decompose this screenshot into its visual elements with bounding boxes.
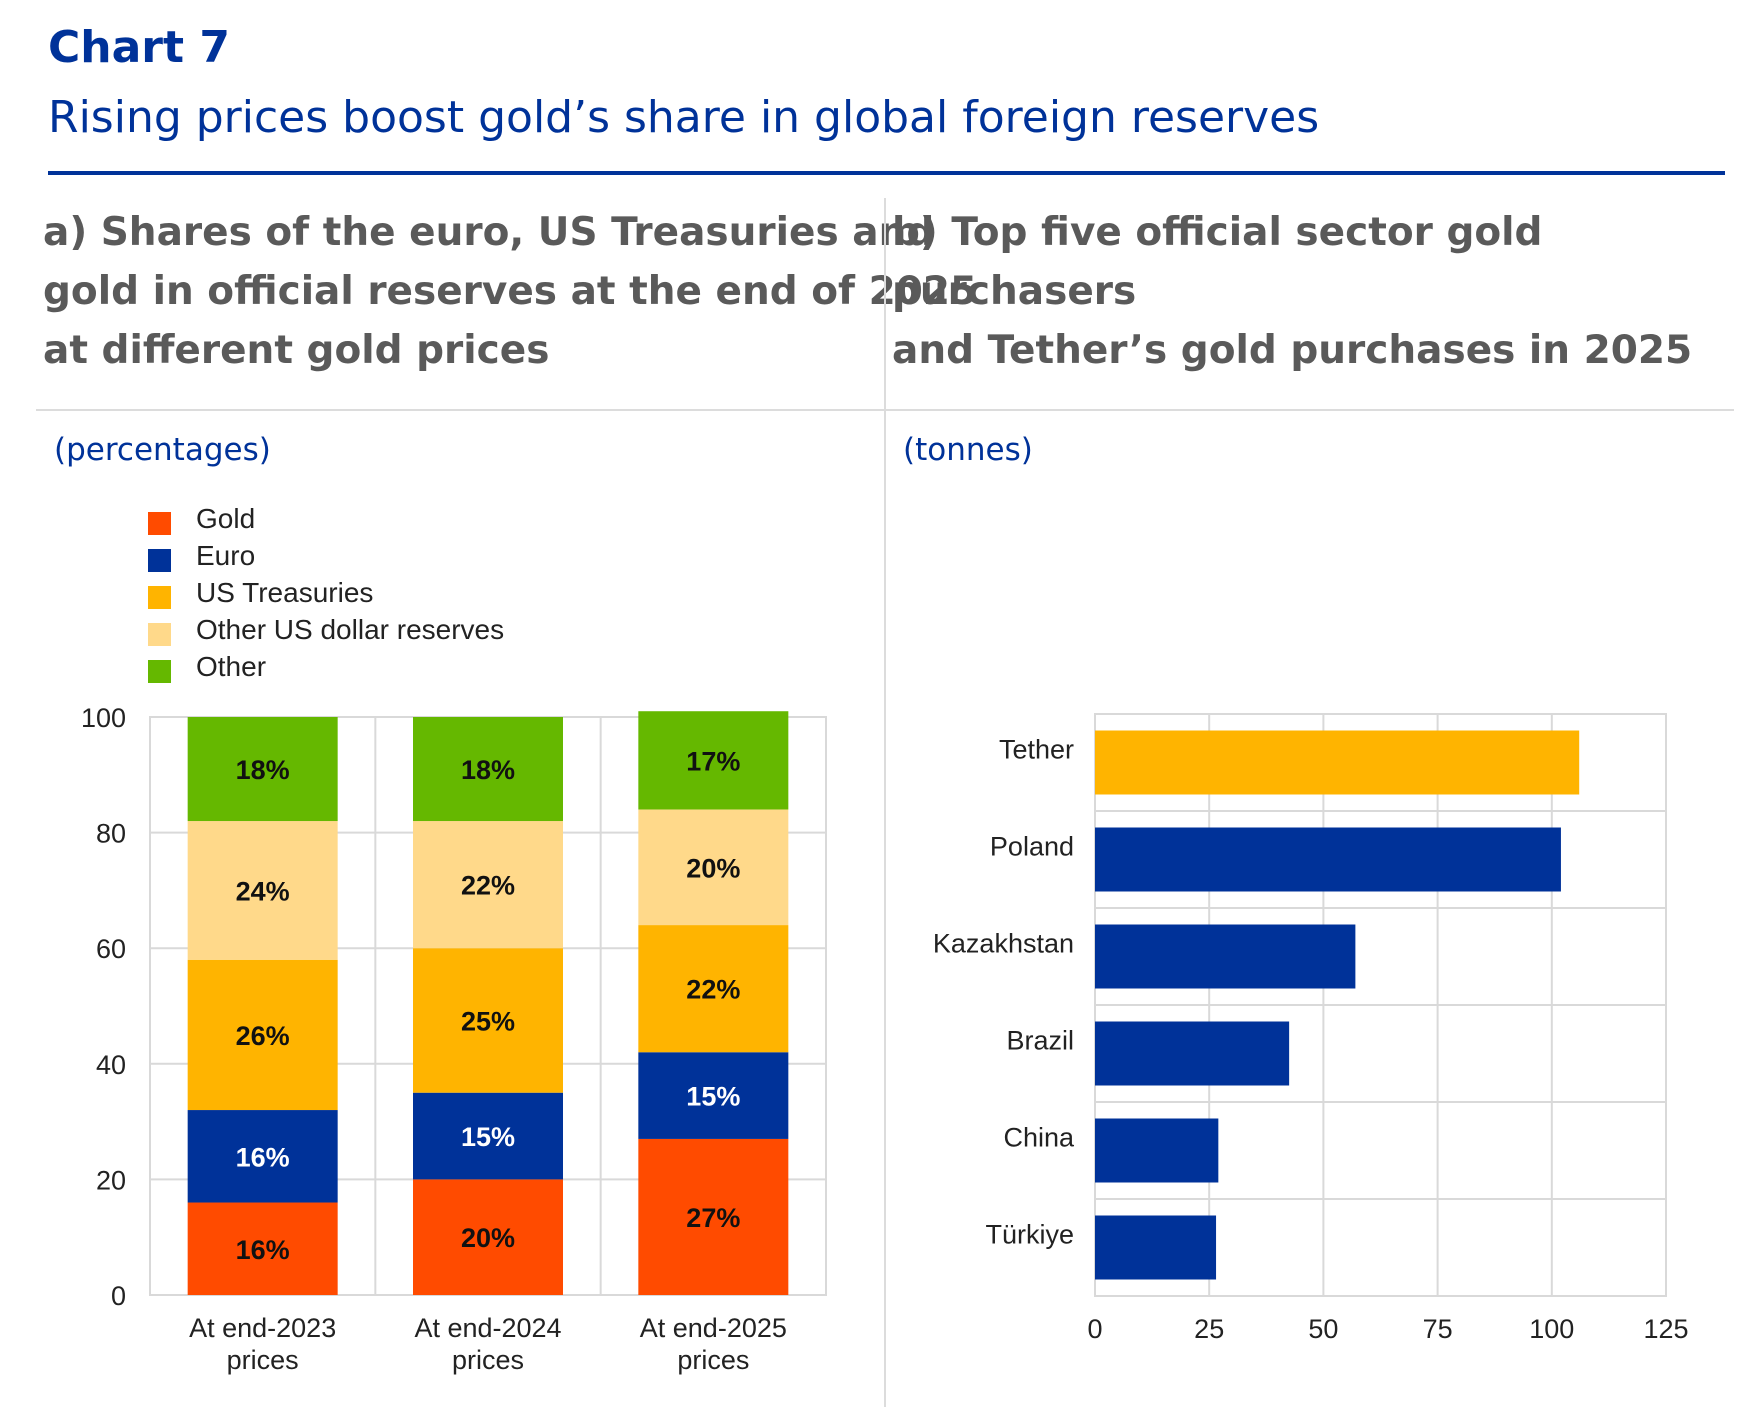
bar-segment — [187, 959, 338, 1111]
data-label: 26% — [236, 1021, 290, 1051]
data-label: 24% — [236, 876, 290, 906]
data-label: 22% — [686, 975, 740, 1005]
x-tick-label: 50 — [1308, 1314, 1338, 1344]
legend-swatch — [148, 660, 171, 683]
category-label: Poland — [990, 832, 1074, 862]
panel-b-divider — [886, 409, 1734, 411]
panel-b-title-line: and Tether’s gold purchases in 2025 — [892, 328, 1693, 373]
bar — [1095, 1021, 1290, 1086]
bar-segment — [413, 948, 563, 1093]
panel-divider-vertical — [884, 198, 886, 1407]
x-tick-label: prices — [227, 1345, 299, 1375]
panel-a-unit: (percentages) — [54, 432, 271, 468]
x-tick-label: 100 — [1529, 1314, 1574, 1344]
legend-label: US Treasuries — [196, 577, 374, 608]
x-tick-label: 0 — [1087, 1314, 1102, 1344]
data-label: 18% — [236, 755, 290, 785]
bar-segment — [187, 1202, 338, 1295]
legend-swatch — [148, 586, 171, 609]
horizontal-bar-chart: 0 25 50 75 100 125 Tether Poland Kazakhstan Brazi… — [933, 713, 1689, 1344]
data-label: 20% — [461, 1223, 515, 1253]
bar — [1095, 1215, 1217, 1280]
y-tick-label: 0 — [111, 1281, 126, 1311]
bar-segment — [413, 1179, 563, 1295]
category-label: Kazakhstan — [933, 929, 1074, 959]
panel-a-title-line: gold in official reserves at the end of … — [43, 269, 978, 314]
category-label: China — [1003, 1123, 1075, 1153]
data-label: 22% — [461, 871, 515, 901]
category-label: Brazil — [1006, 1026, 1074, 1056]
x-tick-label: At end-2023 — [189, 1313, 336, 1343]
legend-label: Gold — [196, 503, 256, 534]
x-tick-label: prices — [452, 1345, 524, 1375]
panel-b-title: b) Top five official sector gold purchas… — [892, 203, 1745, 380]
x-tick-label: 25 — [1194, 1314, 1224, 1344]
bar-segment — [187, 1110, 338, 1203]
bar-segment — [187, 821, 338, 960]
data-label: 15% — [461, 1122, 515, 1152]
x-tick-label: At end-2024 — [414, 1313, 561, 1343]
x-tick-label: At end-2025 — [640, 1313, 787, 1343]
y-tick-label: 100 — [81, 703, 126, 733]
legend-swatch — [148, 549, 171, 572]
data-label: 20% — [686, 853, 740, 883]
bar-segment — [638, 1052, 789, 1139]
x-tick-label: 75 — [1423, 1314, 1453, 1344]
bar-segment — [413, 1092, 563, 1180]
bar-segment — [638, 809, 789, 926]
data-label: 16% — [236, 1235, 290, 1265]
data-label: 18% — [461, 755, 515, 785]
panel-a-title-line: a) Shares of the euro, US Treasuries and — [43, 210, 935, 255]
panel-b-unit: (tonnes) — [903, 432, 1033, 468]
legend-label: Other — [196, 651, 267, 682]
x-tick-label: prices — [677, 1345, 749, 1375]
bar-segment — [638, 711, 789, 810]
bar-segment — [638, 1138, 789, 1295]
category-label: Türkiye — [985, 1220, 1074, 1250]
legend-swatch — [148, 512, 171, 535]
y-tick-label: 80 — [96, 819, 126, 849]
bar — [1095, 1118, 1219, 1183]
panel-a-title: a) Shares of the euro, US Treasuries and… — [43, 203, 977, 380]
data-label: 17% — [686, 746, 740, 776]
legend-label: Other US dollar reserves — [196, 614, 505, 645]
bar — [1095, 924, 1356, 989]
y-tick-label: 40 — [96, 1050, 126, 1080]
bar-segment — [413, 717, 563, 822]
panel-b-title-line: b) Top five official sector gold purchas… — [892, 210, 1543, 314]
title-rule — [48, 171, 1725, 175]
y-tick-label: 60 — [96, 934, 126, 964]
bar — [1095, 730, 1580, 795]
bar — [1095, 827, 1561, 892]
y-tick-label: 20 — [96, 1165, 126, 1195]
data-label: 15% — [686, 1082, 740, 1112]
legend-swatch — [148, 623, 171, 646]
data-label: 27% — [686, 1203, 740, 1233]
bar-segment — [187, 717, 338, 822]
chart-title: Rising prices boost gold’s share in glob… — [48, 92, 1320, 143]
panel-a-title-line: at different gold prices — [43, 328, 550, 373]
data-label: 16% — [236, 1142, 290, 1172]
x-tick-label: 125 — [1643, 1314, 1688, 1344]
panel-a-divider — [36, 409, 884, 411]
bar-segment — [638, 925, 789, 1053]
chart-number: Chart 7 — [48, 22, 230, 73]
category-label: Tether — [999, 735, 1074, 765]
data-label: 25% — [461, 1006, 515, 1036]
legend-label: Euro — [196, 540, 256, 571]
bar-segment — [413, 821, 563, 949]
